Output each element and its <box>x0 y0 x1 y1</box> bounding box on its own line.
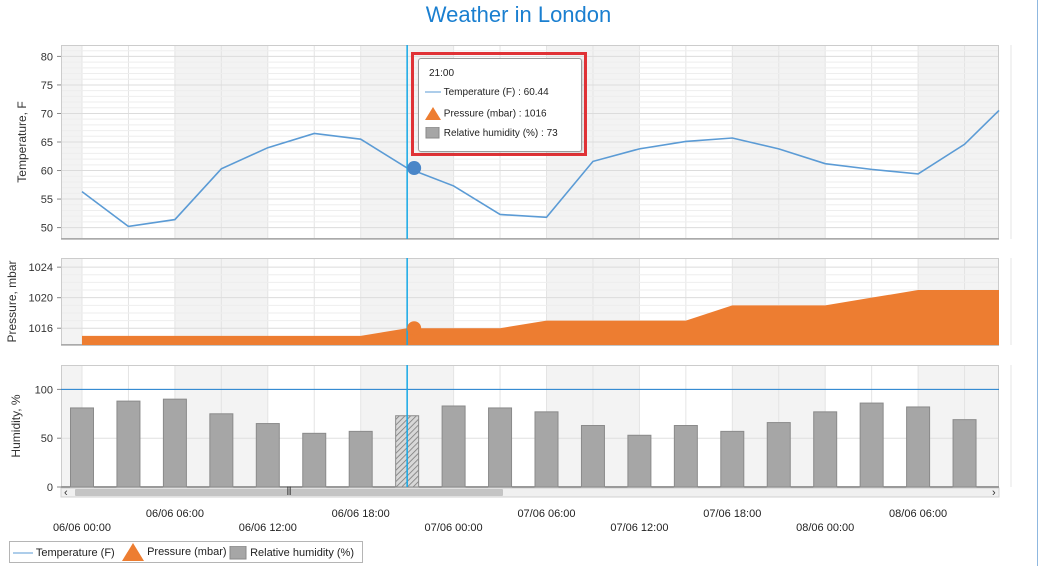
x-tick-labels: 06/06 00:00 06/06 06:00 06/06 12:00 06/06 1… <box>53 508 947 534</box>
y-tick-label: 1020 <box>29 293 53 305</box>
humidity-bar <box>348 430 373 488</box>
pressure-highlight-point <box>407 321 422 336</box>
x-scrollbar[interactable]: ‹ › ⦀ <box>60 486 1000 499</box>
y-tick-label: 55 <box>41 194 53 206</box>
humidity-bar <box>70 407 94 488</box>
square-marker-icon <box>425 126 440 139</box>
humidity-bar <box>162 398 187 488</box>
legend-label-temperature: Temperature (F) <box>35 547 115 559</box>
legend: Temperature (F) Pressure (mbar) Relative… <box>9 541 363 563</box>
x-tick-label: 07/06 12:00 <box>610 522 668 534</box>
y-axis-title: Humidity, % <box>9 394 23 457</box>
pressure-area <box>82 290 1011 345</box>
humidity-bar <box>255 423 280 488</box>
tooltip-humidity-text: Relative humidity (%) : 73 <box>443 128 558 139</box>
legend-label-humidity: Relative humidity (%) <box>250 547 354 559</box>
y-tick-label: 60 <box>41 166 53 178</box>
x-tick-label: 06/06 00:00 <box>53 522 111 534</box>
x-tick-label: 08/06 06:00 <box>889 508 947 520</box>
x-tick-label: 07/06 06:00 <box>517 508 575 520</box>
legend-item-humidity[interactable]: Relative humidity (%) <box>229 545 354 561</box>
x-tick-label: 06/06 18:00 <box>332 508 390 520</box>
humidity-bar <box>813 411 838 488</box>
tooltip-row-humidity: Relative humidity (%) : 73 <box>425 126 558 141</box>
legend-item-pressure[interactable]: Pressure (mbar) <box>122 543 227 561</box>
scrollbar-thumb <box>75 489 503 496</box>
y-tick-label: 0 <box>47 482 53 494</box>
temperature-highlight-point <box>407 161 422 176</box>
y-tick-label: 1016 <box>29 323 53 335</box>
triangle-marker-icon <box>425 107 441 120</box>
scrollbar-track <box>60 487 1000 498</box>
humidity-bar <box>116 400 141 488</box>
humidity-bar <box>441 405 466 488</box>
y-tick-label: 75 <box>41 80 53 92</box>
temperature-series <box>81 109 1000 228</box>
tooltip-row-temperature: Temperature (F) : 60.44 <box>425 86 549 100</box>
humidity-bar <box>209 413 234 488</box>
y-tick-label: 70 <box>41 108 53 120</box>
line-marker-icon <box>425 91 441 93</box>
x-tick-label: 06/06 12:00 <box>239 522 297 534</box>
y-tick-label: 50 <box>41 433 53 445</box>
tooltip-time: 21:00 <box>429 68 455 79</box>
square-marker-icon <box>229 545 247 560</box>
tooltip-temperature-text: Temperature (F) : 60.44 <box>443 87 549 98</box>
humidity-bar <box>302 432 327 488</box>
y-axis-titles: Temperature, F Pressure, mbar Humidity, % <box>5 101 29 457</box>
x-tick-label: 08/06 00:00 <box>796 522 854 534</box>
scroll-grip: ⦀ <box>287 486 292 498</box>
tooltip-highlight: 21:00 Temperature (F) : 60.44 Pressure (… <box>411 52 587 156</box>
temperature-line <box>81 109 1000 228</box>
tooltip-pressure-text: Pressure (mbar) : 1016 <box>443 108 547 120</box>
window-edge <box>1037 0 1038 566</box>
y-axis-title: Pressure, mbar <box>5 260 19 342</box>
pressure-series <box>82 290 1011 345</box>
legend-item-temperature[interactable]: Temperature (F) <box>13 545 115 561</box>
humidity-bar <box>766 422 791 488</box>
pane-band <box>61 258 82 345</box>
humidity-bar <box>720 430 745 488</box>
humidity-bar <box>906 406 931 488</box>
triangle-marker-icon <box>122 543 144 561</box>
chart-title: Weather in London <box>425 2 612 27</box>
humidity-bar <box>673 425 698 488</box>
humidity-bar <box>627 434 652 488</box>
y-tick-label: 1024 <box>29 262 53 274</box>
y-tick-label: 100 <box>35 384 53 396</box>
legend-label-pressure: Pressure (mbar) <box>147 545 227 558</box>
x-tick-label: 07/06 18:00 <box>703 508 761 520</box>
humidity-bar <box>488 407 513 488</box>
x-tick-label: 06/06 06:00 <box>146 508 204 520</box>
crosshair <box>406 45 422 487</box>
tooltip-row-pressure: Pressure (mbar) : 1016 <box>425 107 547 121</box>
humidity-bar <box>952 419 977 488</box>
y-tick-labels: 50 55 60 65 70 75 80 1016 1020 1024 0 50 100 <box>29 51 61 494</box>
y-tick-label: 65 <box>41 137 53 149</box>
y-axis-title: Temperature, F <box>15 101 29 182</box>
humidity-bar <box>859 402 884 488</box>
scroll-right-arrow: › <box>992 487 996 499</box>
scroll-left-arrow: ‹ <box>64 487 68 499</box>
y-tick-label: 50 <box>41 223 53 235</box>
line-marker-icon <box>13 552 33 554</box>
humidity-bar <box>534 411 559 488</box>
x-tick-label: 07/06 00:00 <box>425 522 483 534</box>
y-tick-label: 80 <box>41 51 53 63</box>
tooltip: 21:00 Temperature (F) : 60.44 Pressure (… <box>418 58 582 152</box>
chart-canvas[interactable]: 50 55 60 65 70 75 80 1016 1020 1024 0 50 100 Tempera… <box>0 0 1037 540</box>
humidity-bar <box>580 425 605 488</box>
